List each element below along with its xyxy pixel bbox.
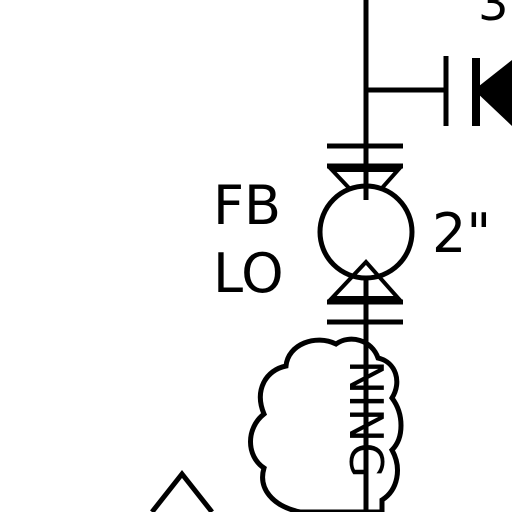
- valve-size-label: 2": [432, 202, 491, 265]
- revision-cloud: [248, 336, 404, 512]
- valve-type-label: FB: [213, 174, 281, 237]
- valve-lower-triangle: [327, 259, 403, 300]
- valve-position-label: LO: [213, 242, 284, 305]
- filled-cap-symbol: [474, 60, 512, 126]
- partial-triangle-symbol: [150, 469, 214, 512]
- top-partial-label: 3: [478, 0, 509, 32]
- cloud-text: NING: [339, 360, 393, 478]
